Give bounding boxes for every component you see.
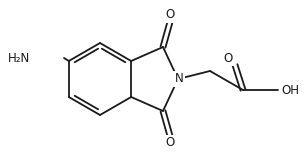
Text: OH: OH bbox=[281, 83, 299, 97]
Text: N: N bbox=[175, 73, 183, 85]
Text: O: O bbox=[165, 9, 175, 21]
Text: H₂N: H₂N bbox=[8, 52, 30, 64]
Text: O: O bbox=[223, 52, 233, 64]
Text: O: O bbox=[165, 137, 175, 149]
